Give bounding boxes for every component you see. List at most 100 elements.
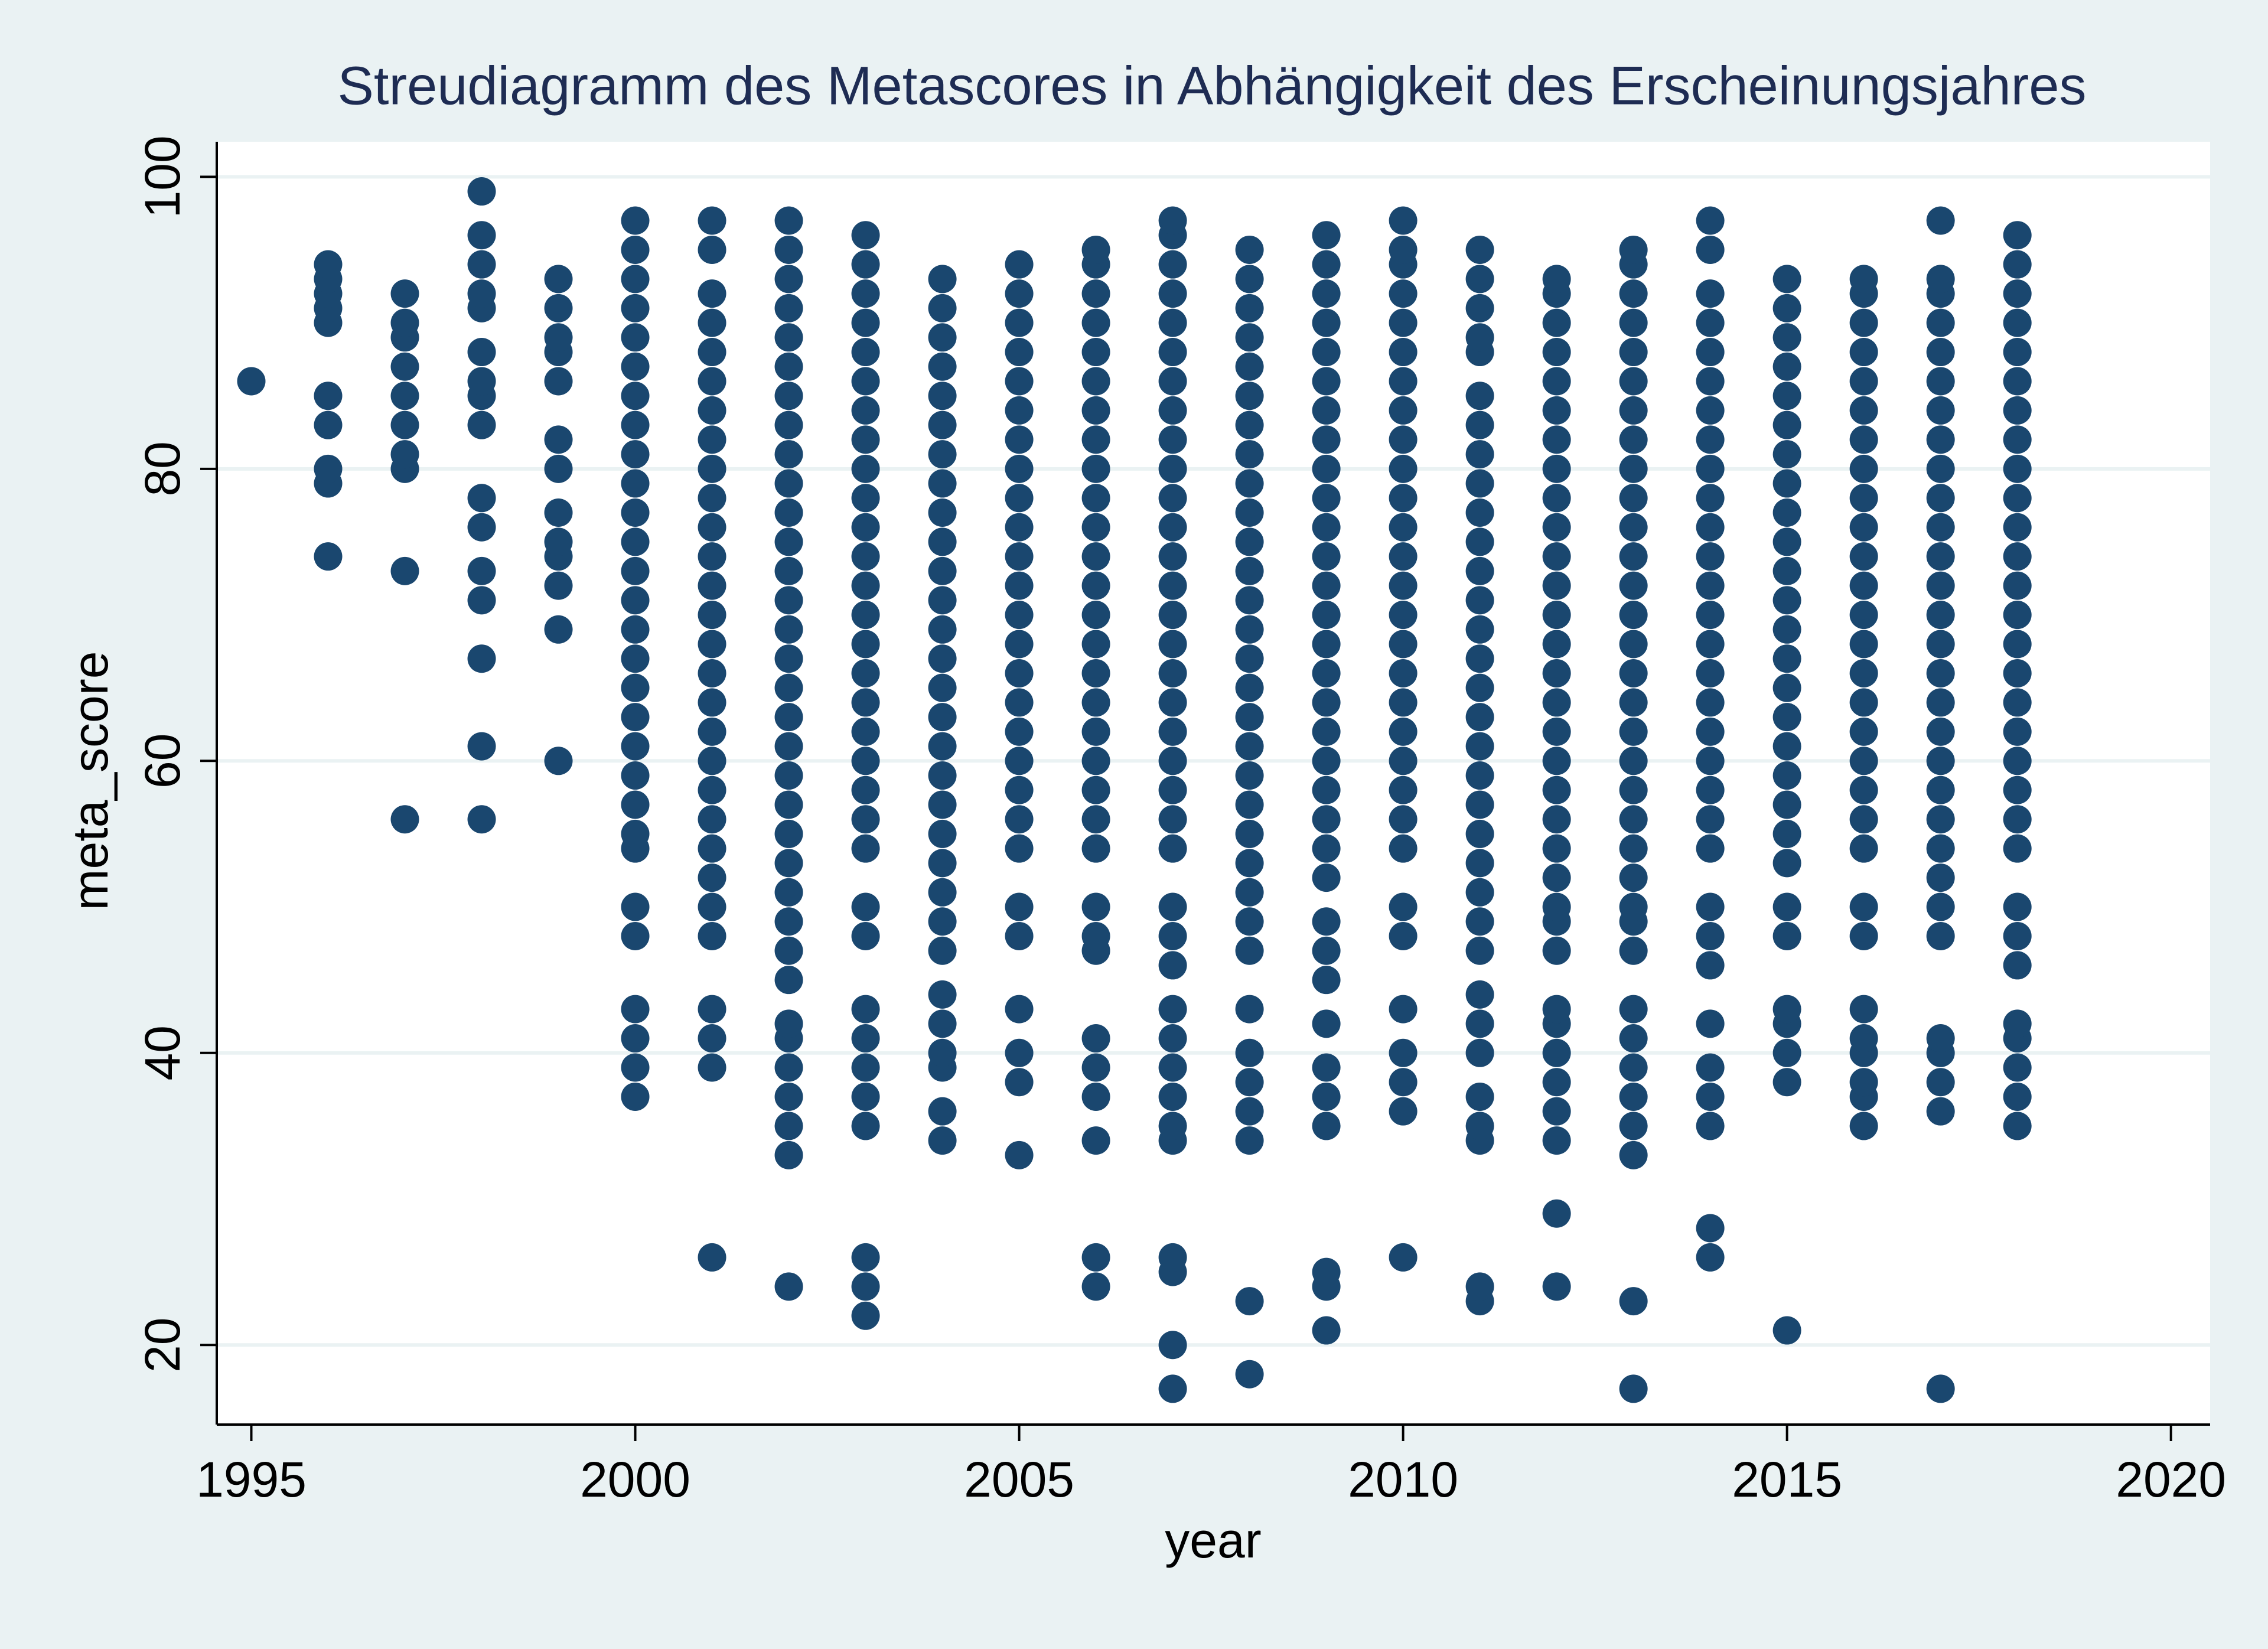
point — [1849, 659, 1878, 687]
point — [1389, 279, 1418, 308]
point — [774, 966, 803, 995]
point — [1542, 338, 1571, 367]
point — [1696, 805, 1725, 834]
point — [1542, 775, 1571, 804]
point — [774, 1082, 803, 1111]
point — [774, 469, 803, 498]
point — [621, 673, 650, 702]
point — [621, 586, 650, 615]
point — [1312, 936, 1341, 965]
point — [1696, 454, 1725, 483]
point — [698, 484, 726, 513]
point — [1696, 279, 1725, 308]
point — [1081, 601, 1110, 630]
point — [2003, 834, 2032, 863]
point — [390, 440, 419, 469]
point — [928, 469, 957, 498]
point — [1849, 425, 1878, 454]
point — [1235, 849, 1264, 878]
point — [1235, 644, 1264, 673]
point — [1312, 1112, 1341, 1140]
point — [774, 323, 803, 352]
point — [1926, 1068, 1955, 1097]
point — [314, 454, 343, 483]
point — [1235, 1097, 1264, 1126]
point — [1465, 440, 1494, 469]
point — [1465, 1009, 1494, 1038]
point — [621, 206, 650, 235]
point — [698, 367, 726, 396]
point — [1542, 863, 1571, 892]
point — [928, 615, 957, 644]
point — [1619, 1287, 1648, 1316]
point — [1235, 498, 1264, 527]
point — [1696, 834, 1725, 863]
point — [1772, 849, 1801, 878]
point — [1696, 484, 1725, 513]
point — [1235, 527, 1264, 556]
point — [1696, 367, 1725, 396]
point — [1696, 1112, 1725, 1140]
point — [1926, 775, 1955, 804]
point — [851, 659, 880, 687]
point — [1158, 338, 1187, 367]
point — [774, 1272, 803, 1301]
point — [544, 425, 573, 454]
point — [544, 615, 573, 644]
point — [1158, 805, 1187, 834]
point — [544, 571, 573, 600]
point — [698, 338, 726, 367]
point — [544, 367, 573, 396]
point — [1542, 601, 1571, 630]
point — [851, 892, 880, 921]
point — [1696, 747, 1725, 775]
point — [1158, 454, 1187, 483]
point — [1926, 338, 1955, 367]
point — [1849, 308, 1878, 337]
point — [621, 382, 650, 410]
point — [621, 235, 650, 264]
point — [1158, 206, 1187, 235]
point — [1619, 338, 1648, 367]
point — [1542, 308, 1571, 337]
point — [2003, 951, 2032, 980]
point — [851, 747, 880, 775]
point — [1158, 775, 1187, 804]
point — [1696, 921, 1725, 950]
point — [1005, 892, 1034, 921]
point — [1926, 863, 1955, 892]
point — [1849, 265, 1878, 294]
point — [1542, 688, 1571, 717]
point — [1312, 308, 1341, 337]
point — [1312, 1009, 1341, 1038]
point — [1926, 454, 1955, 483]
point — [1849, 747, 1878, 775]
point — [1849, 542, 1878, 571]
point — [467, 338, 496, 367]
point — [621, 644, 650, 673]
point — [544, 294, 573, 322]
point — [1158, 921, 1187, 950]
point — [1696, 659, 1725, 687]
point — [928, 323, 957, 352]
point — [467, 556, 496, 585]
point — [1235, 1068, 1264, 1097]
point — [1312, 425, 1341, 454]
point — [1696, 1009, 1725, 1038]
point — [1158, 484, 1187, 513]
point — [1312, 1082, 1341, 1111]
point — [390, 308, 419, 337]
point — [467, 732, 496, 761]
point — [1926, 688, 1955, 717]
point — [390, 279, 419, 308]
point — [1389, 1243, 1418, 1272]
point — [1619, 863, 1648, 892]
point — [1389, 571, 1418, 600]
point — [1926, 513, 1955, 542]
point — [1542, 1272, 1571, 1301]
point — [1619, 542, 1648, 571]
point — [2003, 747, 2032, 775]
point — [1926, 396, 1955, 425]
point — [1158, 951, 1187, 980]
point — [1696, 688, 1725, 717]
